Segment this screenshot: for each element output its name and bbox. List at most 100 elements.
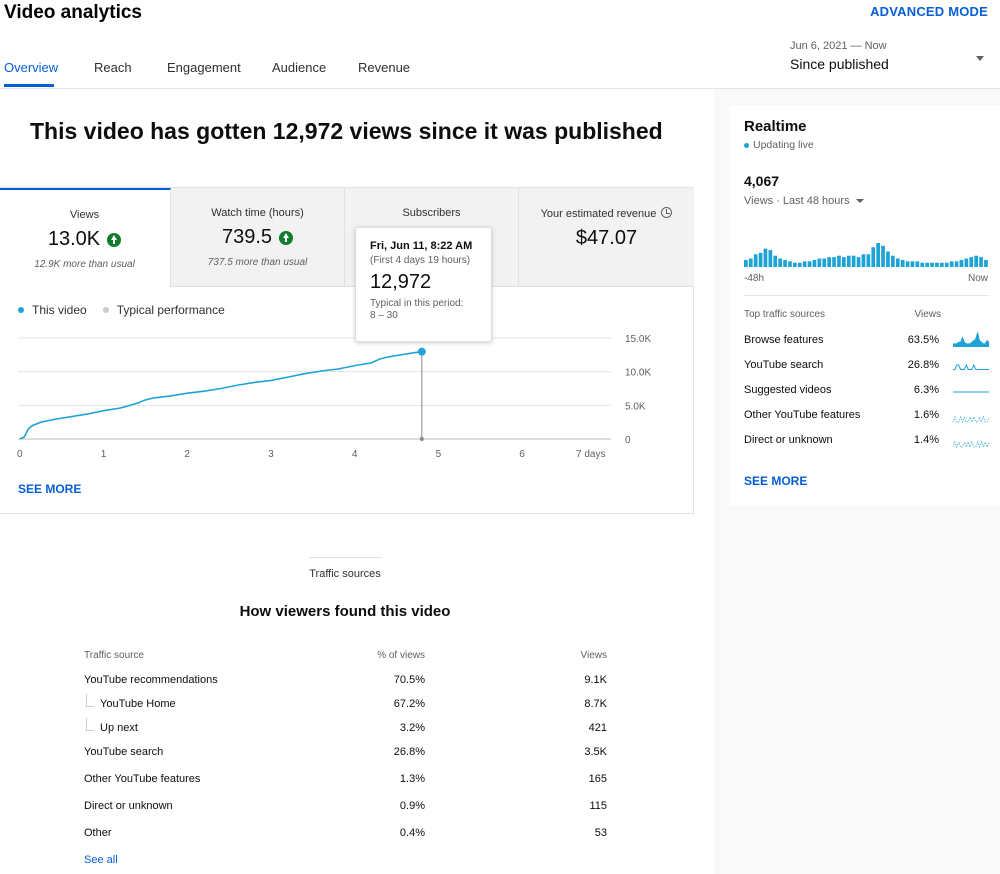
realtime-bar xyxy=(807,261,812,267)
realtime-source-row[interactable]: Suggested videos 6.3% xyxy=(744,382,989,407)
table-row[interactable]: Direct or unknown 0.9% 115 xyxy=(84,796,609,823)
realtime-bar xyxy=(842,257,846,267)
source-pct: 63.5% xyxy=(907,334,939,346)
traffic-section-label: Traffic sources xyxy=(309,568,381,580)
realtime-source-row[interactable]: Browse features 63.5% xyxy=(744,332,989,357)
sparkline-line xyxy=(953,415,989,423)
legend-this-video[interactable]: This video xyxy=(18,303,87,317)
date-range-selector[interactable]: Jun 6, 2021 — Now Since published xyxy=(790,40,889,72)
realtime-bar xyxy=(797,262,802,267)
views-chart[interactable]: 0 5.0K 10.0K 15.0K 0 1 2 3 4 5 6 7 days xyxy=(0,188,694,515)
chart-tooltip: Fri, Jun 11, 8:22 AM (First 4 days 19 ho… xyxy=(355,227,492,342)
realtime-bar xyxy=(748,258,753,267)
realtime-bar xyxy=(959,259,964,267)
realtime-bar xyxy=(837,255,841,267)
realtime-bar xyxy=(979,257,983,267)
sparkline-area xyxy=(953,392,989,397)
tab-revenue[interactable]: Revenue xyxy=(358,60,411,75)
realtime-bar xyxy=(964,258,969,267)
source-pct: 26.8% xyxy=(907,359,939,371)
realtime-bar xyxy=(969,257,974,267)
metric-label-wrap: Your estimated revenue xyxy=(519,207,694,220)
realtime-bar xyxy=(886,251,890,267)
row-pct: 26.8% xyxy=(393,746,425,758)
date-range-label: Since published xyxy=(790,56,889,72)
up-arrow-icon xyxy=(279,230,294,245)
realtime-bar xyxy=(930,262,934,267)
realtime-bar xyxy=(881,245,885,267)
y-tick-label: 15.0K xyxy=(625,334,651,345)
realtime-bar xyxy=(851,255,856,267)
x-tick-label: 7 days xyxy=(576,449,605,460)
legend-dot xyxy=(18,307,24,313)
realtime-bar xyxy=(974,255,978,267)
realtime-bar xyxy=(876,243,880,267)
realtime-source-row[interactable]: Direct or unknown 1.4% xyxy=(744,432,989,457)
table-row[interactable]: Other YouTube features 1.3% 165 xyxy=(84,769,609,796)
see-all-link[interactable]: See all xyxy=(84,854,118,866)
realtime-period-dropdown[interactable]: Views · Last 48 hours xyxy=(744,195,864,207)
table-row[interactable]: YouTube recommendations 70.5% 9.1K xyxy=(84,670,609,694)
realtime-bar xyxy=(744,259,748,267)
realtime-source-row[interactable]: Other YouTube features 1.6% xyxy=(744,407,989,432)
table-row[interactable]: YouTube Home 67.2% 8.7K xyxy=(84,694,609,718)
realtime-bar xyxy=(832,257,836,267)
realtime-bar xyxy=(915,261,920,267)
realtime-bar xyxy=(900,259,905,267)
tab-overview[interactable]: Overview xyxy=(4,60,59,75)
realtime-source-rows: Browse features 63.5% YouTube search 26.8% S… xyxy=(744,332,989,457)
realtime-bar xyxy=(783,259,787,267)
see-more-button[interactable]: SEE MORE xyxy=(18,482,82,496)
realtime-bar xyxy=(753,254,758,267)
highlight-point xyxy=(417,347,426,356)
realtime-bar xyxy=(949,261,954,267)
chart-legend: This video Typical performance xyxy=(18,303,241,317)
col-views: Views xyxy=(914,309,942,320)
metric-value: $47.07 xyxy=(575,227,638,249)
row-source: YouTube recommendations xyxy=(84,674,218,686)
chevron-down-icon[interactable] xyxy=(976,56,984,61)
tab-reach[interactable]: Reach xyxy=(94,60,132,75)
row-source: Other YouTube features xyxy=(84,773,201,785)
table-row[interactable]: Up next 3.2% 421 xyxy=(84,718,609,742)
source-name: Other YouTube features xyxy=(744,409,861,421)
advanced-mode-button[interactable]: ADVANCED MODE xyxy=(870,4,988,19)
tab-engagement[interactable]: Engagement xyxy=(167,60,241,75)
realtime-bar xyxy=(778,258,782,267)
metric-value-wrap: $47.07 xyxy=(519,227,694,250)
metric-revenue[interactable]: Your estimated revenue $47.07 xyxy=(519,188,694,287)
metric-watch-time[interactable]: Watch time (hours) 739.5 737.5 more than… xyxy=(171,188,345,287)
source-name: Direct or unknown xyxy=(744,434,833,446)
tab-audience[interactable]: Audience xyxy=(272,60,327,75)
row-pct: 70.5% xyxy=(393,674,425,686)
realtime-source-row[interactable]: YouTube search 26.8% xyxy=(744,357,989,382)
source-pct: 6.3% xyxy=(913,384,939,396)
realtime-bar xyxy=(895,258,900,267)
x-tick-label: 2 xyxy=(184,449,190,460)
col-pct-views: % of views xyxy=(377,650,425,661)
x-tick-label: 5 xyxy=(436,449,442,460)
realtime-period-label: Views · Last 48 hours xyxy=(744,195,850,207)
page-title: Video analytics xyxy=(4,2,142,23)
legend-typical[interactable]: Typical performance xyxy=(102,303,225,317)
realtime-bar-chart[interactable] xyxy=(744,233,989,269)
metric-value: 13.0K xyxy=(47,228,101,250)
table-row[interactable]: Other 0.4% 53 xyxy=(84,823,609,850)
metric-views[interactable]: Views 13.0K 12.9K more than usual xyxy=(0,188,171,287)
table-row[interactable]: YouTube search 26.8% 3.5K xyxy=(84,742,609,769)
realtime-bar xyxy=(768,250,773,267)
section-divider xyxy=(309,557,382,558)
clock-icon[interactable] xyxy=(661,207,673,218)
realtime-views-value: 4,067 xyxy=(744,173,780,189)
active-tab-indicator xyxy=(4,84,54,87)
realtime-status: Updating live xyxy=(744,139,814,151)
row-pct: 67.2% xyxy=(393,698,425,710)
metric-note: 12.9K more than usual xyxy=(34,259,135,270)
realtime-bar xyxy=(822,258,827,267)
source-sparkline xyxy=(953,415,989,423)
realtime-bar xyxy=(940,262,944,267)
source-sparkline xyxy=(953,440,989,448)
realtime-see-more-button[interactable]: SEE MORE xyxy=(744,474,808,488)
live-dot xyxy=(744,142,749,148)
row-views: 421 xyxy=(588,722,607,734)
